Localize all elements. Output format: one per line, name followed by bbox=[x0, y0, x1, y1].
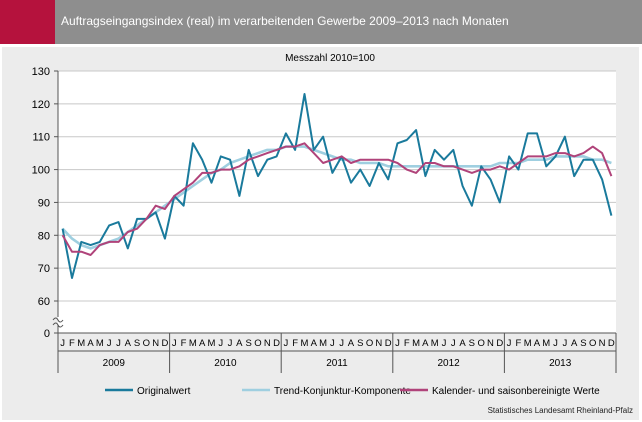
x-tick-label: N bbox=[152, 338, 159, 349]
x-tick-label: F bbox=[404, 338, 410, 349]
x-tick-label: J bbox=[172, 338, 177, 349]
x-tick-label: A bbox=[311, 338, 318, 349]
x-tick-label: O bbox=[589, 338, 596, 349]
x-tick-label: J bbox=[330, 338, 335, 349]
source-note: Statistisches Landesamt Rheinland-Pfalz bbox=[487, 406, 633, 415]
x-tick-label: O bbox=[477, 338, 484, 349]
chart-svg: Messzahl 2010=100 060708090100110120130 … bbox=[32, 53, 617, 397]
legend-label: Originalwert bbox=[137, 386, 191, 397]
series-group bbox=[61, 93, 613, 279]
x-tick-label: M bbox=[96, 338, 104, 349]
year-label: 2012 bbox=[437, 358, 460, 369]
x-tick-label: A bbox=[199, 338, 206, 349]
series-line-0 bbox=[61, 93, 613, 279]
x-tick-label: J bbox=[283, 338, 288, 349]
x-tick-label: D bbox=[273, 338, 280, 349]
x-tick-label: M bbox=[412, 338, 420, 349]
x-tick-label: S bbox=[245, 338, 251, 349]
x-tick-label: J bbox=[339, 338, 344, 349]
x-tick-label: J bbox=[395, 338, 400, 349]
x-tick-label: A bbox=[571, 338, 578, 349]
y-tick-label: 80 bbox=[38, 230, 50, 242]
x-tick-label: J bbox=[451, 338, 456, 349]
y-tick-label: 100 bbox=[32, 165, 50, 177]
x-tick-label: S bbox=[357, 338, 363, 349]
y-tick-label: 70 bbox=[38, 263, 50, 275]
x-tick-label: F bbox=[69, 338, 75, 349]
year-label: 2010 bbox=[214, 358, 237, 369]
x-tick-label: D bbox=[162, 338, 169, 349]
legend-label: Trend-Konjunktur-Komponente bbox=[274, 386, 411, 397]
x-tick-label: N bbox=[375, 338, 382, 349]
x-tick-label: A bbox=[459, 338, 466, 349]
x-tick-label: A bbox=[125, 338, 132, 349]
x-tick-label: J bbox=[228, 338, 233, 349]
x-tick-label: A bbox=[348, 338, 355, 349]
x-tick-label: A bbox=[422, 338, 429, 349]
x-tick-label: M bbox=[319, 338, 327, 349]
y-tick-label: 60 bbox=[38, 296, 50, 308]
chart-subtitle: Messzahl 2010=100 bbox=[285, 53, 375, 64]
x-tick-label: D bbox=[496, 338, 503, 349]
series-line-2 bbox=[61, 142, 613, 256]
x-tick-label: O bbox=[366, 338, 373, 349]
x-tick-label: J bbox=[442, 338, 447, 349]
year-label: 2009 bbox=[103, 358, 126, 369]
y-tick-label: 120 bbox=[32, 99, 50, 111]
x-tick-label: N bbox=[487, 338, 494, 349]
x-tick-label: M bbox=[542, 338, 550, 349]
x-tick-label: A bbox=[87, 338, 94, 349]
y-tick-label: 110 bbox=[32, 132, 50, 144]
y-tick-label: 0 bbox=[44, 328, 50, 340]
x-tick-label: M bbox=[77, 338, 85, 349]
y-tick-label: 90 bbox=[38, 197, 50, 209]
x-tick-label: M bbox=[207, 338, 215, 349]
x-tick-label: D bbox=[608, 338, 615, 349]
x-tick-label: M bbox=[524, 338, 532, 349]
x-tick-label: J bbox=[116, 338, 121, 349]
x-tick-label: F bbox=[181, 338, 187, 349]
x-tick-label: D bbox=[385, 338, 392, 349]
x-tick-label: A bbox=[236, 338, 243, 349]
x-tick-label: J bbox=[507, 338, 512, 349]
x-tick-label: O bbox=[254, 338, 261, 349]
x-tick-label: O bbox=[143, 338, 150, 349]
x-tick-label: A bbox=[534, 338, 541, 349]
legend-label: Kalender- und saisonbereinigte Werte bbox=[432, 386, 600, 397]
x-tick-label: N bbox=[264, 338, 271, 349]
x-tick-label: S bbox=[469, 338, 475, 349]
x-tick-label: J bbox=[553, 338, 558, 349]
legend: Originalwert Trend-Konjunktur-Komponente K… bbox=[105, 386, 600, 397]
x-tick-label: M bbox=[431, 338, 439, 349]
grid-lines bbox=[58, 70, 616, 333]
x-tick-label: M bbox=[189, 338, 197, 349]
x-tick-label: F bbox=[515, 338, 521, 349]
x-tick-label: J bbox=[107, 338, 112, 349]
x-tick-label: S bbox=[580, 338, 586, 349]
brand-accent-block bbox=[0, 0, 55, 44]
page-title: Auftragseingangsindex (real) im verarbei… bbox=[61, 14, 509, 28]
x-tick-label: J bbox=[60, 338, 65, 349]
chart-panel: Messzahl 2010=100 0 60 70 80 90 100 110 120 130 … bbox=[2, 47, 639, 420]
axis-break-mark bbox=[52, 317, 64, 323]
x-tick-label: J bbox=[562, 338, 567, 349]
year-label: 2013 bbox=[549, 358, 572, 369]
x-tick-label: J bbox=[218, 338, 223, 349]
year-label: 2011 bbox=[326, 358, 348, 369]
y-axis: 0 60 70 80 90 100 110 120 130 bbox=[32, 66, 64, 340]
x-tick-label: S bbox=[134, 338, 140, 349]
y-tick-label: 130 bbox=[32, 66, 50, 78]
axis-break-mark bbox=[52, 322, 64, 328]
x-tick-label: F bbox=[292, 338, 298, 349]
x-tick-label: M bbox=[300, 338, 308, 349]
x-tick-label: N bbox=[599, 338, 606, 349]
header-bar: Auftragseingangsindex (real) im verarbei… bbox=[0, 0, 642, 44]
